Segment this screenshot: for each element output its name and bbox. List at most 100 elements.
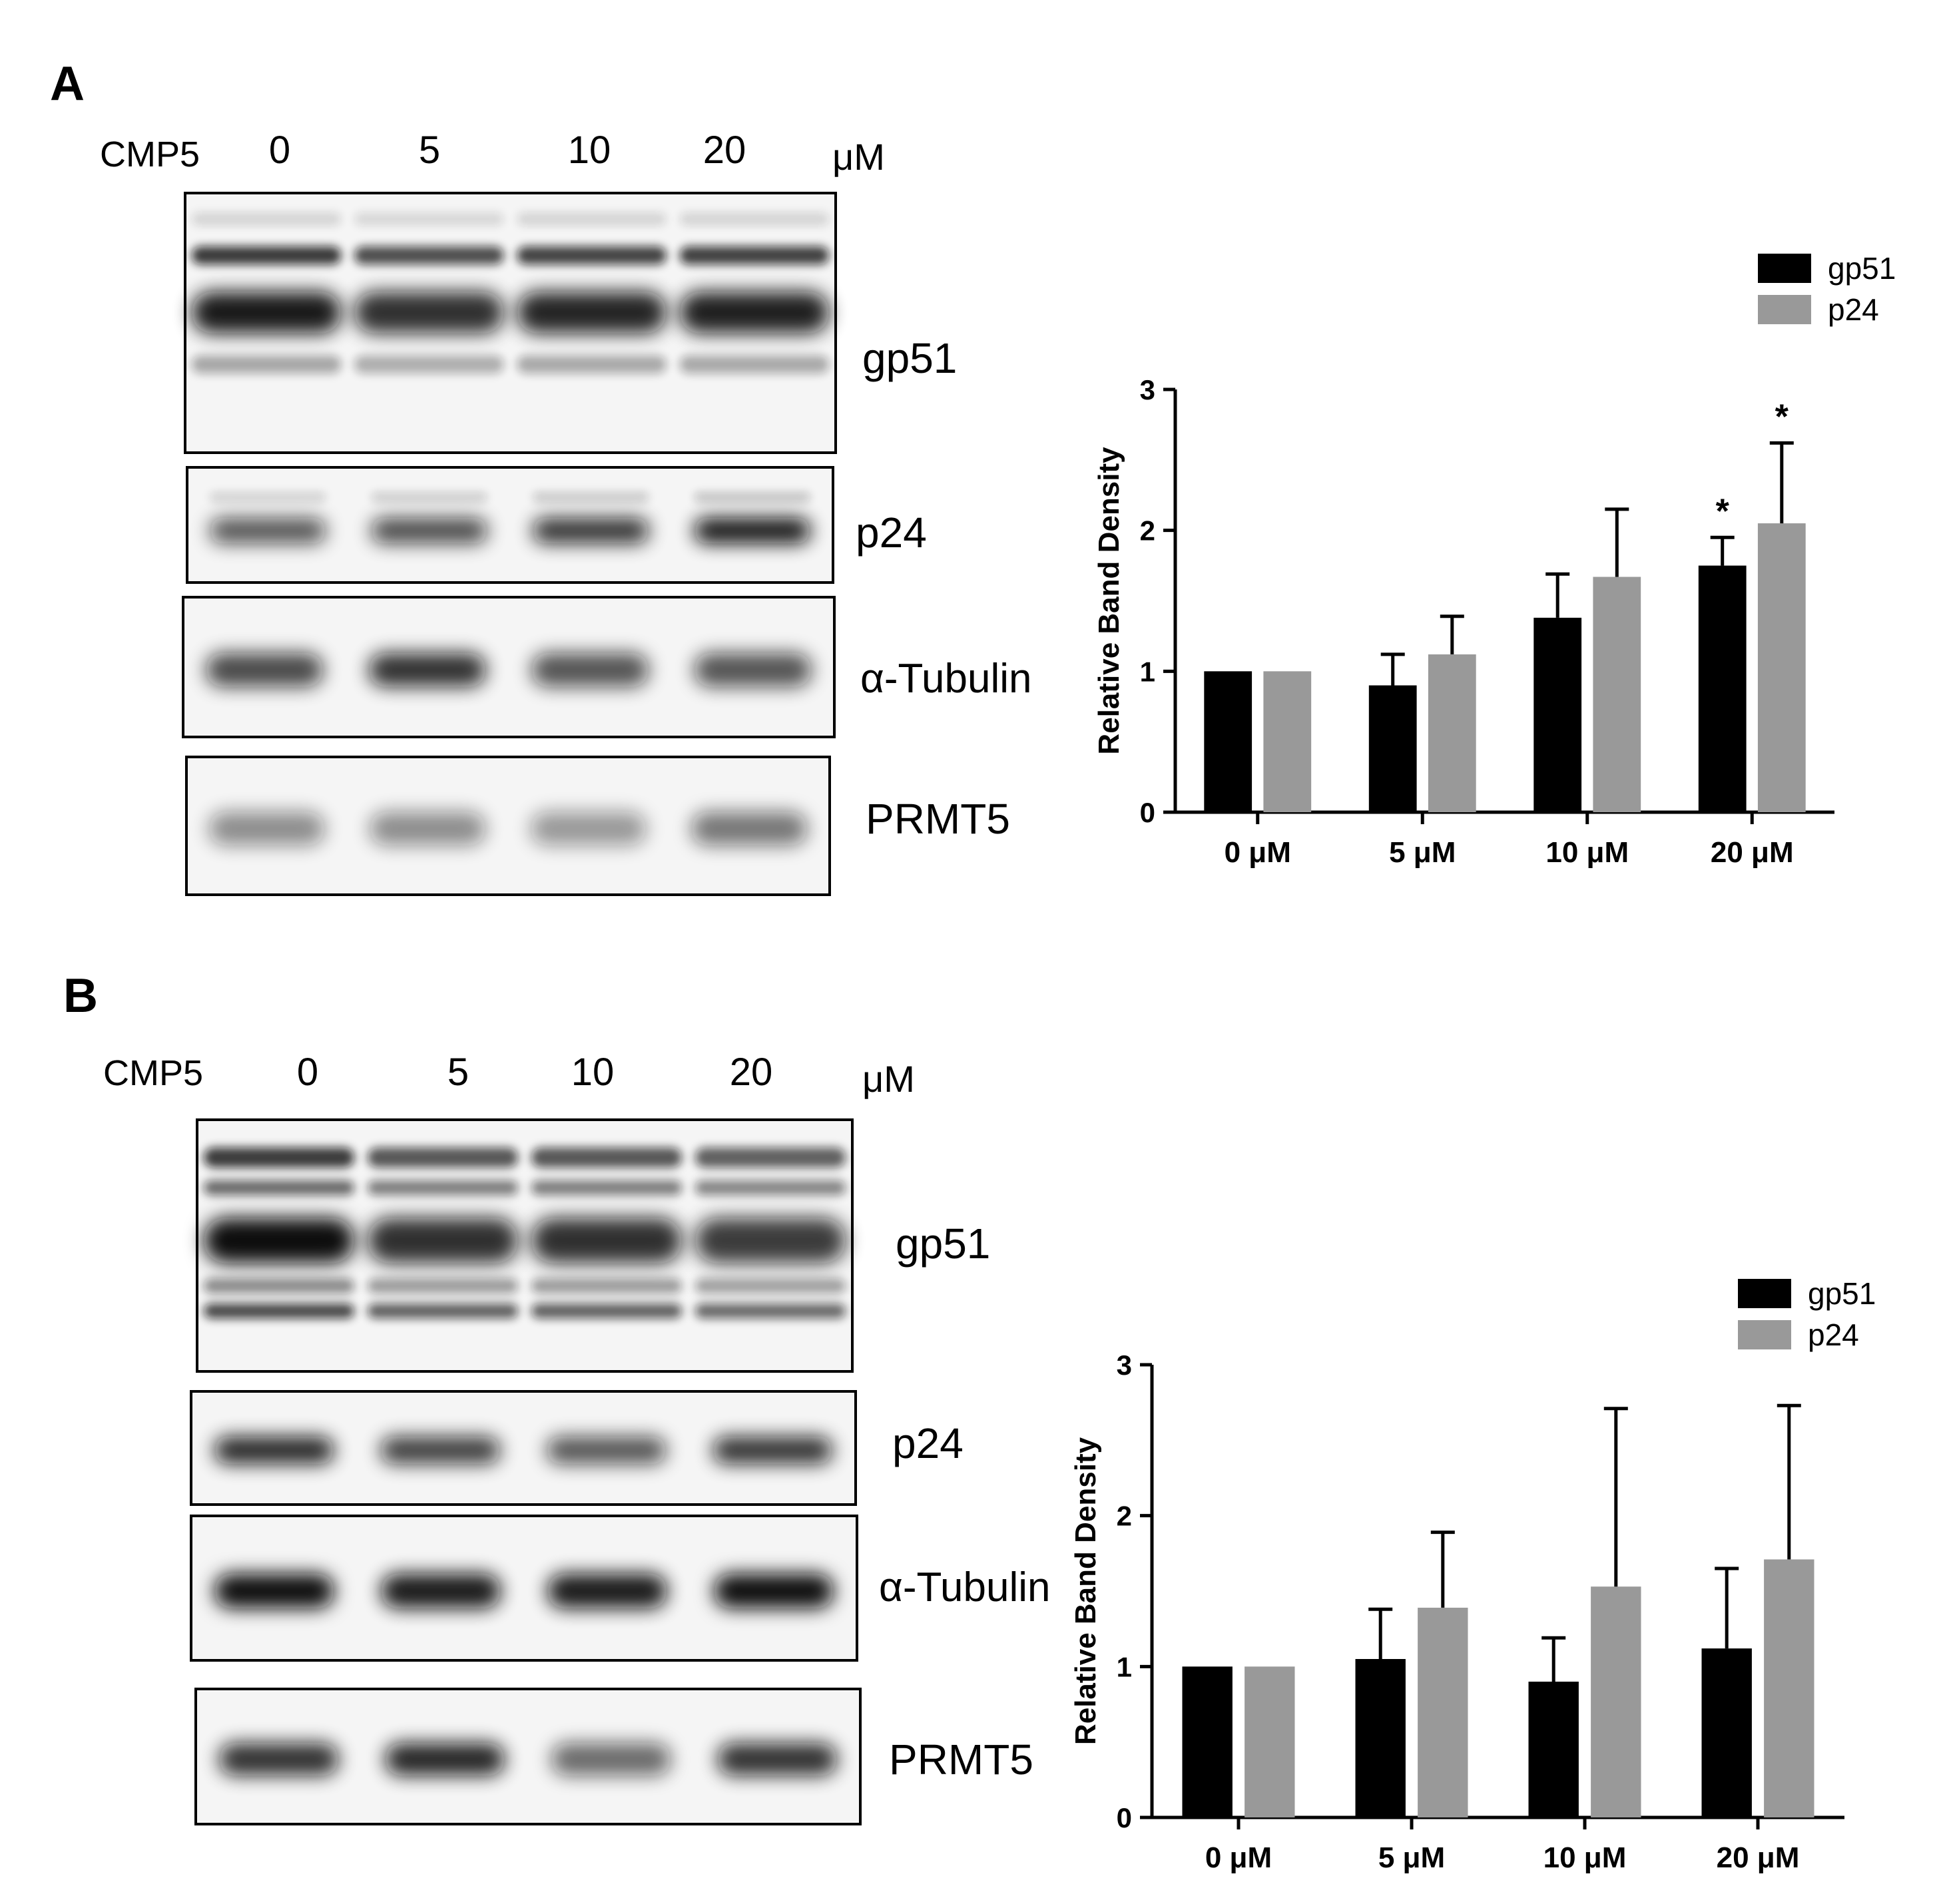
blot-band xyxy=(367,1218,519,1264)
y-tick-label: 0 xyxy=(1140,797,1155,828)
blot-a-label-tubulin: α-Tubulin xyxy=(860,656,1032,702)
x-tick-label: 10 μM xyxy=(1545,836,1629,869)
blot-frame xyxy=(190,1390,857,1506)
blot-lane-2 xyxy=(517,212,667,374)
blot-band xyxy=(371,518,488,544)
blot-a-label-gp51: gp51 xyxy=(862,334,957,382)
blot-band xyxy=(694,1303,846,1319)
blot-band xyxy=(694,1180,846,1196)
blot-a-label-p24: p24 xyxy=(856,509,927,557)
blot-band xyxy=(517,355,667,374)
blot-lane-2 xyxy=(531,653,649,687)
blot-a-gp51 xyxy=(184,192,837,454)
blot-band xyxy=(714,1573,834,1608)
blot-lane-2 xyxy=(546,1437,667,1464)
panel-a: A CMP5 0 5 10 20 μM gp51 p24 α-Tubulin P… xyxy=(50,57,1896,896)
blot-band xyxy=(368,653,486,687)
panel-a-dose-header: CMP5 0 5 10 20 μM xyxy=(100,128,885,178)
blot-band xyxy=(208,812,325,845)
blot-lane-3 xyxy=(694,653,812,687)
blot-a-label-prmt5: PRMT5 xyxy=(866,795,1010,843)
bar-p24-2 xyxy=(1591,1586,1641,1817)
blot-lane-2 xyxy=(547,1573,667,1608)
blot-a-p24 xyxy=(186,466,834,584)
blot-lane-2 xyxy=(531,1147,683,1319)
blot-band xyxy=(531,1147,683,1168)
x-tick-label: 0 μM xyxy=(1205,1841,1272,1874)
blot-lane-0 xyxy=(214,1573,334,1608)
panel-a-treatment-label: CMP5 xyxy=(100,134,200,174)
blot-band xyxy=(531,1180,683,1196)
legend-swatch-p24 xyxy=(1758,295,1811,324)
legend-swatch-p24 xyxy=(1738,1320,1791,1349)
blot-b-label-gp51: gp51 xyxy=(896,1220,990,1268)
blot-band xyxy=(191,212,342,226)
blot-band xyxy=(679,355,830,374)
blot-band xyxy=(209,493,326,502)
panel-a-dose-2: 10 xyxy=(568,128,611,172)
blot-lane-1 xyxy=(380,1437,501,1464)
blot-band xyxy=(679,292,830,334)
blot-band xyxy=(532,493,649,502)
bar-gp51-1 xyxy=(1368,685,1417,812)
y-tick-label: 2 xyxy=(1117,1501,1132,1532)
blot-band xyxy=(367,1180,519,1196)
bar-p24-0 xyxy=(1263,671,1312,812)
panel-a-dose-3: 20 xyxy=(703,128,746,172)
blot-band xyxy=(354,212,504,226)
blot-lane-1 xyxy=(354,212,504,374)
x-tick-label: 20 μM xyxy=(1717,1841,1800,1874)
blot-band xyxy=(517,212,667,226)
blot-frame xyxy=(182,596,836,738)
panel-b-dose-1: 5 xyxy=(447,1051,469,1094)
blot-b-label-prmt5: PRMT5 xyxy=(889,1736,1033,1784)
blot-band xyxy=(209,518,326,544)
blot-band xyxy=(214,1437,334,1464)
blot-band xyxy=(381,1573,501,1608)
blot-band xyxy=(679,212,830,226)
bar-p24-2 xyxy=(1593,577,1641,812)
blot-frame xyxy=(190,1515,858,1662)
y-axis-label: Relative Band Density xyxy=(1093,447,1125,755)
blot-a-tubulin xyxy=(182,596,836,738)
blot-lane-0 xyxy=(214,1437,334,1464)
blot-band xyxy=(385,1743,505,1776)
legend-swatch-gp51 xyxy=(1758,254,1811,283)
panel-b-dose-3: 20 xyxy=(730,1051,773,1094)
blot-band xyxy=(370,812,486,845)
blot-frame xyxy=(185,756,831,896)
significance-star: * xyxy=(1716,492,1730,531)
bar-gp51-0 xyxy=(1182,1666,1233,1817)
y-tick-label: 2 xyxy=(1140,515,1155,547)
blot-lane-0 xyxy=(209,493,326,544)
blot-band xyxy=(203,1218,355,1264)
y-tick-label: 3 xyxy=(1117,1349,1132,1381)
panel-a-dose-unit: μM xyxy=(832,136,885,178)
blot-b-p24 xyxy=(190,1390,857,1506)
bar-p24-1 xyxy=(1418,1607,1468,1817)
blot-band xyxy=(380,1437,501,1464)
bar-gp51-2 xyxy=(1528,1682,1579,1817)
panel-b-dose-header: CMP5 0 5 10 20 μM xyxy=(103,1051,915,1100)
legend-label-gp51: gp51 xyxy=(1808,1276,1876,1311)
blot-band xyxy=(531,653,649,687)
significance-star: * xyxy=(1775,397,1789,436)
blot-band xyxy=(694,1218,846,1264)
blot-b-label-tubulin: α-Tubulin xyxy=(879,1564,1051,1610)
blot-band xyxy=(203,1180,355,1196)
blot-lane-2 xyxy=(530,812,647,845)
blot-lane-3 xyxy=(679,212,830,374)
panel-b-dose-unit: μM xyxy=(862,1058,915,1100)
y-tick-label: 1 xyxy=(1140,656,1155,687)
blot-band xyxy=(203,1278,355,1294)
blot-band xyxy=(532,518,649,544)
blot-band xyxy=(547,1573,667,1608)
blot-band xyxy=(517,246,667,265)
blot-lane-1 xyxy=(370,812,486,845)
x-tick-label: 5 μM xyxy=(1389,836,1456,869)
blot-band xyxy=(517,292,667,334)
panel-b-letter: B xyxy=(63,969,98,1023)
blot-band xyxy=(191,292,342,334)
blot-band xyxy=(694,1278,846,1294)
blot-band xyxy=(694,1147,846,1168)
